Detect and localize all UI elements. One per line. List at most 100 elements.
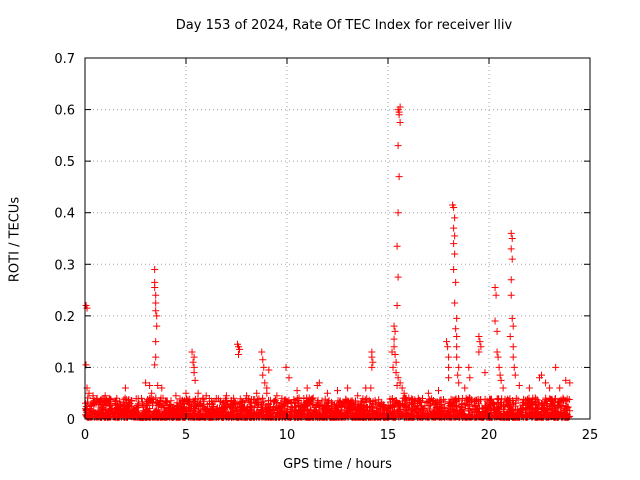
data-point [455, 379, 463, 387]
data-point [552, 363, 560, 371]
data-point [153, 312, 161, 320]
data-point [393, 302, 401, 310]
data-point [390, 322, 398, 330]
data-point [475, 348, 483, 356]
y-tick-label: 0.6 [54, 104, 75, 119]
data-point [142, 379, 150, 387]
data-point [475, 332, 483, 340]
data-point [390, 335, 398, 343]
data-point [153, 322, 161, 330]
data-point [450, 240, 458, 248]
y-tick-label: 0.2 [54, 310, 75, 325]
x-tick-label: 10 [279, 428, 296, 443]
data-point [538, 371, 546, 379]
data-point [396, 379, 404, 387]
data-point [435, 387, 442, 395]
data-point [148, 389, 156, 397]
data-point [508, 314, 516, 322]
data-point [111, 400, 119, 408]
data-point [152, 353, 160, 361]
data-point [261, 379, 269, 387]
data-point [152, 299, 160, 307]
data-point [222, 392, 230, 400]
data-point [105, 394, 113, 402]
data-point [212, 394, 220, 402]
data-point [194, 389, 202, 397]
data-point [515, 381, 523, 389]
data-point [282, 363, 290, 371]
data-point [444, 343, 452, 351]
data-point [497, 376, 505, 384]
data-point [127, 397, 135, 405]
data-point [344, 384, 352, 392]
data-point [101, 392, 109, 400]
x-tick-label: 5 [182, 428, 190, 443]
data-point [146, 381, 154, 389]
data-point [508, 235, 516, 242]
data-point [394, 273, 402, 281]
grid-lines [85, 58, 590, 419]
x-tick-label: 0 [81, 428, 89, 443]
data-point [496, 371, 504, 379]
x-tick-label: 25 [582, 428, 599, 443]
data-point [334, 387, 341, 395]
data-point [138, 394, 146, 402]
data-point [491, 283, 499, 291]
data-point [389, 363, 397, 371]
x-tick-label: 15 [380, 428, 397, 443]
background-noise-markers [81, 394, 574, 421]
data-point [450, 265, 458, 273]
data-point [566, 379, 574, 387]
data-point [191, 376, 199, 384]
data-point [452, 325, 460, 333]
data-point [499, 384, 507, 392]
data-point [391, 351, 399, 359]
data-point [396, 118, 404, 126]
data-point [450, 204, 458, 212]
y-tick-label: 0.5 [54, 155, 75, 170]
data-point [451, 214, 459, 222]
data-point [394, 374, 402, 382]
data-point [542, 379, 550, 387]
data-point [493, 348, 501, 356]
data-point [315, 379, 323, 387]
data-point [509, 322, 517, 330]
data-point [354, 392, 362, 400]
data-point [507, 245, 515, 253]
data-point [121, 384, 129, 392]
data-point [93, 394, 101, 402]
y-tick-label: 0.7 [54, 52, 75, 67]
data-point [477, 343, 485, 351]
data-point [265, 366, 273, 374]
data-point [235, 351, 243, 359]
data-point [455, 363, 463, 371]
data-point [450, 224, 458, 232]
data-point [368, 353, 376, 361]
data-point [152, 307, 160, 315]
data-point [481, 369, 489, 377]
y-tick-label: 0.3 [54, 258, 75, 273]
data-point [509, 343, 517, 351]
data-point [369, 358, 377, 366]
data-point [259, 371, 267, 379]
data-point [236, 345, 244, 353]
data-point [392, 369, 400, 377]
data-point [445, 374, 453, 382]
data-point [494, 353, 502, 361]
plot-frame [84, 57, 591, 420]
data-point [293, 387, 301, 395]
y-axis-label: ROTI / TECUs [7, 196, 23, 283]
data-point [152, 291, 160, 299]
data-point [396, 103, 404, 111]
data-point [273, 392, 281, 400]
data-point [476, 338, 484, 346]
data-point [510, 363, 518, 371]
data-point [260, 363, 268, 371]
data-point [152, 338, 160, 346]
data-point [85, 389, 93, 397]
data-point [189, 358, 197, 366]
data-point [402, 394, 410, 402]
data-point [508, 255, 516, 263]
data-point [507, 291, 515, 299]
